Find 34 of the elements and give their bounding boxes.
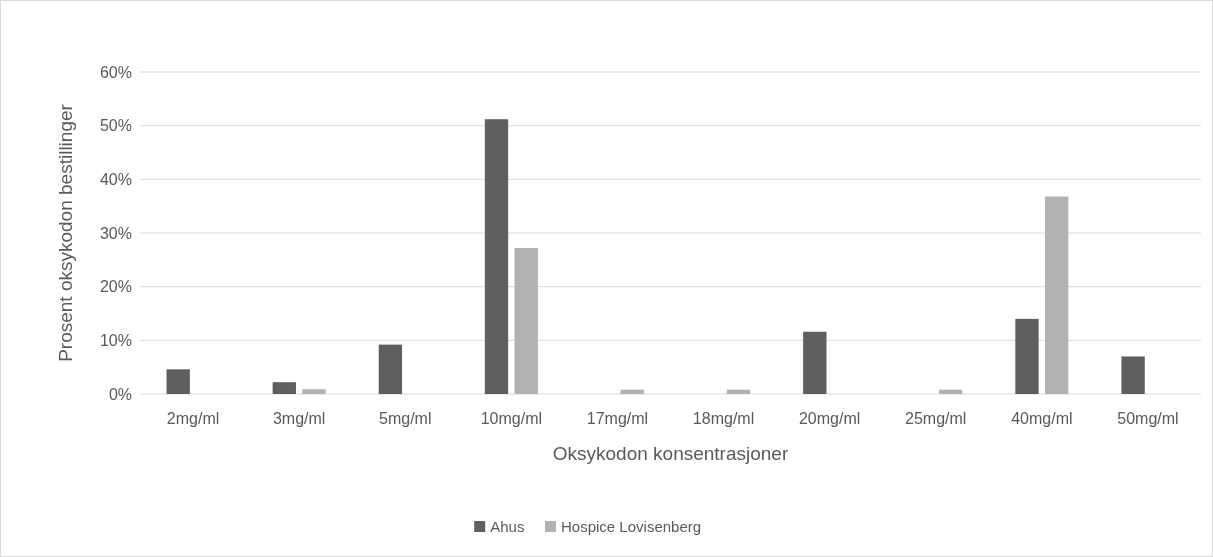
bar xyxy=(1015,318,1039,394)
x-tick-label: 18mg/ml xyxy=(692,410,755,427)
y-axis-title: Prosent oksykodon bestillinger xyxy=(55,103,76,362)
x-tick-label: 50mg/ml xyxy=(1117,410,1179,427)
y-tick-label: 50% xyxy=(99,117,132,135)
bar xyxy=(484,119,509,394)
x-tick-label: 17mg/ml xyxy=(586,410,649,427)
bar xyxy=(1121,356,1145,394)
legend-label: Ahus xyxy=(490,518,525,536)
x-tick-label: 2mg/ml xyxy=(166,410,220,427)
legend-label: Hospice Lovisenberg xyxy=(561,518,702,536)
x-tick-label: 3mg/ml xyxy=(272,410,326,427)
y-tick-label: 30% xyxy=(99,224,132,242)
x-tick-label: 10mg/ml xyxy=(480,410,543,427)
bar xyxy=(938,389,963,394)
bar xyxy=(803,331,827,394)
bar xyxy=(726,389,751,394)
x-tick-label: 40mg/ml xyxy=(1011,410,1073,427)
x-axis-title: Oksykodon konsentrasjoner xyxy=(552,443,789,464)
y-tick-label: 40% xyxy=(99,170,132,188)
y-tick-label: 10% xyxy=(99,331,132,349)
bar xyxy=(302,389,326,394)
y-tick-label: 20% xyxy=(99,278,132,296)
bar xyxy=(272,382,296,394)
x-tick-label: 20mg/ml xyxy=(798,410,861,427)
bar xyxy=(166,369,190,394)
x-tick-label: 5mg/ml xyxy=(379,410,432,427)
bar xyxy=(1045,196,1069,394)
bar xyxy=(514,248,538,394)
y-tick-label: 60% xyxy=(99,63,132,81)
bar xyxy=(620,389,644,394)
bar xyxy=(378,344,403,394)
y-tick-label: 0% xyxy=(108,385,132,403)
x-tick-label: 25mg/ml xyxy=(905,410,967,427)
